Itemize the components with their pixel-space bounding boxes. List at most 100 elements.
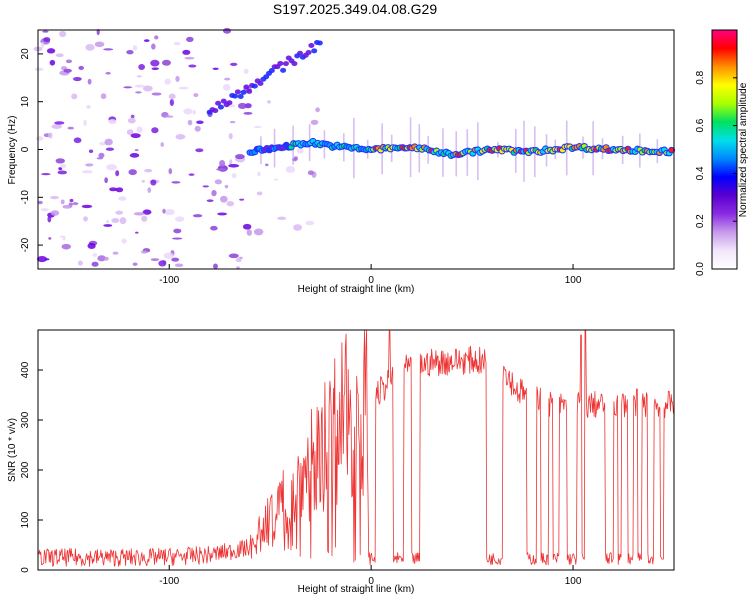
speckle-blob [175, 75, 180, 82]
chirp-blob [308, 43, 315, 49]
speckle-blob [73, 76, 82, 82]
speckle-blob [224, 77, 231, 81]
speckle-blob [111, 218, 120, 223]
spectrogram-y-tick-label: 0 [20, 146, 31, 152]
speckle-blob [246, 229, 252, 236]
speckle-blob [154, 35, 159, 40]
speckle-blob [98, 152, 105, 159]
speckle-blob [138, 63, 146, 70]
speckle-blob [150, 59, 160, 67]
ridge-core [668, 147, 675, 153]
speckle-blob [91, 261, 99, 267]
speckle-blob [217, 212, 228, 216]
snr-x-axis-label: Height of straight line (km) [298, 584, 415, 595]
speckle-blob [168, 168, 173, 175]
spectrogram-x-tick-label: -100 [159, 275, 179, 286]
speckle-blob [92, 253, 98, 257]
speckle-blob [85, 44, 95, 51]
speckle-blob [72, 202, 79, 206]
speckle-blob [46, 48, 56, 54]
speckle-blob [73, 137, 82, 144]
speckle-blob [34, 67, 44, 72]
speckle-blob [67, 126, 75, 130]
speckle-blob [62, 235, 66, 241]
colorbar-tick-label: 0.6 [695, 118, 706, 132]
speckle-blob [133, 212, 145, 216]
speckle-blob [128, 169, 137, 176]
colorbar-ticks: 0.0 0.2 0.4 0.6 0.8 [695, 70, 737, 276]
speckle-blob [169, 99, 174, 107]
speckle-blob [104, 138, 113, 146]
speckle-blob [215, 168, 227, 171]
speckle-blob [78, 260, 83, 266]
speckle-blob [60, 199, 65, 205]
speckle-blob [40, 42, 45, 49]
colorbar-label: Normalized spectral amplitude [738, 82, 749, 217]
spectrogram-y-axis-label: Frequency (Hz) [7, 116, 18, 185]
chirp-blob [246, 88, 253, 94]
speckle-blob [81, 204, 93, 209]
snr-x-tick-label: 0 [368, 576, 374, 587]
speckle-blob [69, 198, 74, 203]
speckle-blob [87, 242, 96, 249]
speckle-blob [188, 173, 195, 176]
speckle-blob [228, 133, 233, 140]
speckle-blob [151, 92, 162, 96]
speckle-blob [141, 179, 145, 183]
speckle-blob [151, 67, 159, 71]
snr-frame [37, 329, 675, 571]
speckle-blob [126, 129, 134, 136]
speckle-blob [118, 196, 127, 201]
speckle-blob [51, 124, 62, 129]
speckle-blob [65, 59, 73, 64]
speckle-blob [213, 263, 218, 269]
speckle-blob [171, 237, 183, 240]
speckle-blob [47, 215, 52, 223]
chirp-blob [268, 68, 275, 74]
speckle-blob [315, 107, 320, 113]
spectrogram-background-speckle [33, 27, 659, 270]
speckle-blob [86, 105, 91, 109]
spectrogram-x-axis-label: Height of straight line (km) [298, 284, 415, 295]
speckle-blob [293, 156, 298, 161]
chirp-blob [280, 67, 287, 73]
speckle-blob [192, 214, 203, 218]
speckle-blob [235, 153, 245, 160]
speckle-blob [257, 171, 261, 177]
speckle-blob [264, 163, 269, 167]
speckle-blob [187, 119, 193, 126]
chirp-blob [217, 104, 224, 110]
speckle-blob [188, 64, 197, 68]
speckle-blob [293, 224, 303, 231]
speckle-blob [137, 75, 142, 78]
speckle-blob [151, 43, 156, 50]
snr-x-tick-label: -100 [159, 576, 179, 587]
speckle-blob [253, 126, 262, 129]
speckle-blob [100, 93, 107, 100]
speckle-blob [49, 59, 56, 66]
speckle-blob [173, 228, 182, 234]
chirp-blob [220, 98, 227, 104]
spectrogram-x-tick-label: 100 [565, 275, 582, 286]
speckle-blob [164, 209, 175, 216]
chirp-blob [282, 61, 289, 67]
speckle-blob [183, 108, 193, 115]
speckle-blob [41, 172, 51, 176]
speckle-blob [212, 67, 219, 70]
speckle-blob [123, 86, 133, 89]
speckle-blob [103, 224, 113, 227]
speckle-blob [296, 147, 304, 154]
speckle-blob [211, 190, 217, 197]
speckle-blob [228, 163, 240, 168]
speckle-blob [162, 59, 171, 66]
chirp-blob [311, 48, 318, 54]
speckle-blob [129, 153, 140, 158]
speckle-blob [243, 111, 253, 115]
speckle-blob [174, 263, 184, 268]
speckle-blob [195, 148, 204, 153]
speckle-blob [164, 78, 171, 85]
speckle-blob [94, 41, 105, 47]
speckle-blob [194, 125, 201, 132]
spectrogram-ridge [246, 137, 676, 159]
speckle-blob [222, 27, 232, 34]
